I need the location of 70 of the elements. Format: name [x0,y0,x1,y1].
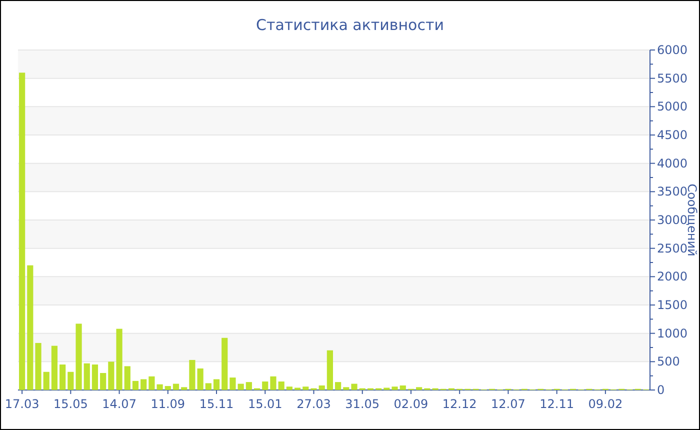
bar [213,379,220,390]
bar [76,324,82,390]
x-tick-label: 27.03 [296,397,331,411]
x-tick-label: 17.03 [4,397,40,411]
x-tick-label: 15.05 [53,397,88,411]
x-tick-label: 14.07 [102,397,136,411]
bar [140,379,147,390]
bar [318,385,325,390]
x-tick-label: 02.09 [394,397,428,411]
bar [246,382,252,390]
y-tick-label: 0 [657,383,665,397]
bar [326,350,333,390]
bar [84,363,90,390]
y-tick-label: 1000 [657,326,688,340]
bar [164,386,171,390]
y-tick-label: 5000 [657,100,688,114]
bar [172,384,180,390]
bar [205,383,212,390]
x-tick-label: 31.05 [345,397,380,411]
bar [108,362,114,390]
y-tick-label: 4500 [657,128,688,142]
bar [124,366,130,390]
bar [60,364,66,390]
x-tick-label: 12.07 [491,397,526,411]
y-tick-label: 2500 [657,241,688,256]
chart-title: Статистика активности [256,16,444,34]
y-tick-label: 6000 [657,43,688,57]
x-tick-label: 15.11 [199,397,234,411]
bar [100,373,106,390]
bar [286,386,292,390]
y-axis-title: Сообщений [685,184,699,256]
y-tick-label: 3500 [657,184,688,199]
bar [27,265,34,390]
y-tick-label: 5500 [657,71,688,86]
bar [189,360,196,390]
y-tick-label: 4000 [657,156,688,170]
bar [197,368,204,390]
x-tick-label: 12.11 [540,397,574,411]
x-tick-label: 09.02 [588,397,623,411]
bar [230,378,236,390]
x-tick-label: 11.09 [150,397,186,411]
x-tick-label: 15.01 [248,397,282,411]
y-tick-label: 3000 [657,213,688,227]
bar [400,385,406,390]
bar [156,384,163,390]
bar [335,382,342,390]
bar [92,364,98,390]
bar [238,384,244,390]
y-tick-label: 500 [657,354,680,369]
bar [343,387,350,390]
bar [148,376,155,390]
bar [181,387,188,390]
bar [270,376,276,390]
bar [416,387,422,390]
bar [51,346,58,390]
bar [43,372,50,390]
bar [68,372,74,390]
bar [262,382,268,390]
bar [19,72,26,390]
bar [392,386,398,390]
bar [132,380,139,390]
y-tick-label: 2000 [657,270,688,284]
bar [351,384,358,390]
bar [302,386,309,390]
x-tick-label: 12.12 [442,397,477,411]
y-tick-label: 1500 [657,298,688,312]
bar [35,342,42,390]
bar [278,382,284,390]
bar [116,328,122,390]
bar [222,338,228,390]
